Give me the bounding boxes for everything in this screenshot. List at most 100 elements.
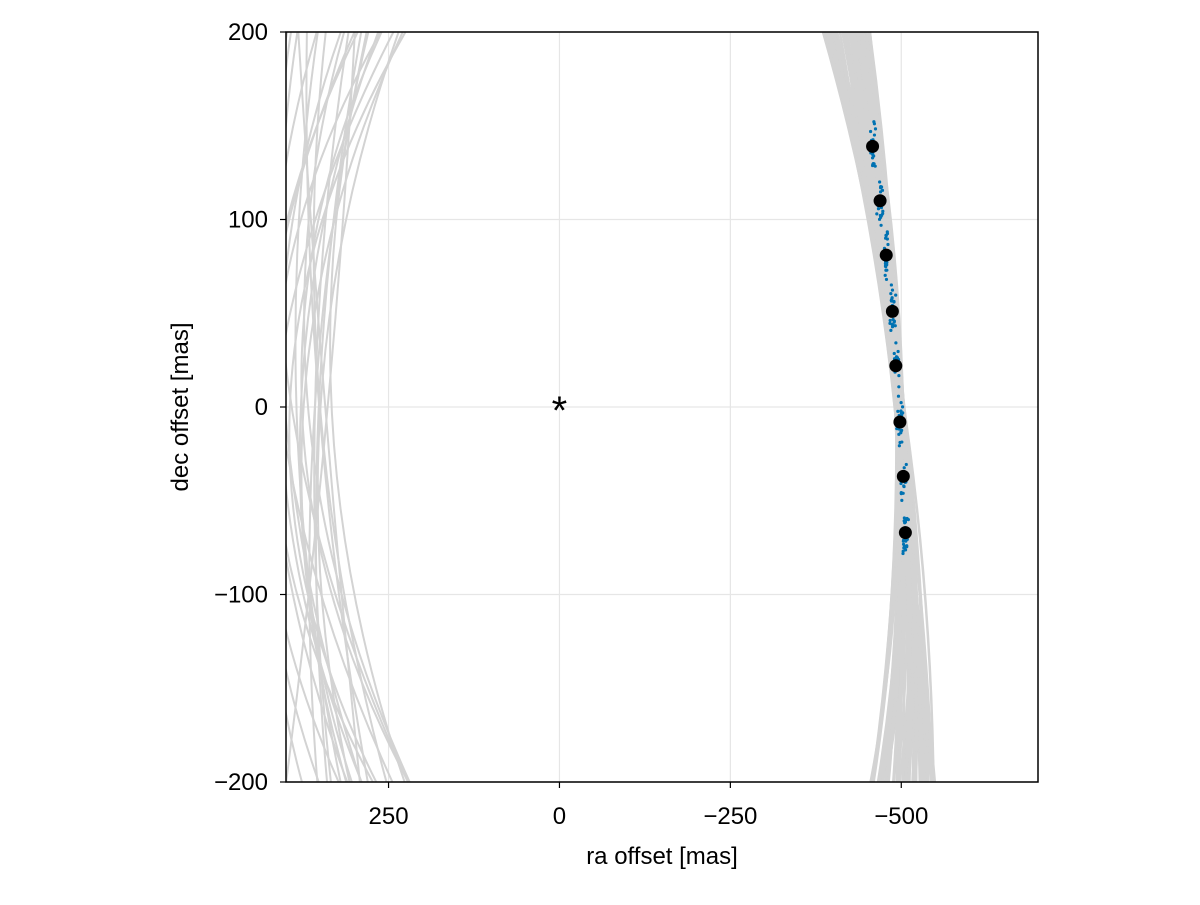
sample-point [899, 490, 903, 495]
sample-point [879, 223, 883, 227]
sample-point [878, 180, 882, 184]
sample-point [884, 277, 889, 282]
sample-point [901, 542, 906, 546]
x-tick-label: −500 [874, 803, 928, 830]
sample-point [904, 462, 908, 467]
sample-point [877, 217, 882, 221]
sample-point [891, 317, 895, 322]
sample-point [906, 518, 910, 522]
sample-point [903, 548, 908, 552]
sample-point [905, 544, 909, 548]
sample-point [892, 299, 896, 304]
sample-point [900, 405, 905, 409]
sample-point [890, 322, 894, 326]
orbit-track [286, 32, 382, 782]
sample-point [896, 394, 901, 398]
orbit-tracks [286, 32, 937, 782]
sample-point [871, 152, 875, 157]
y-axis-label: dec offset [mas] [167, 323, 194, 492]
observation-point [898, 526, 912, 540]
sample-point [873, 127, 878, 131]
sample-point [894, 356, 898, 360]
sample-point [872, 133, 877, 137]
sample-point [873, 164, 877, 168]
x-axis-label: ra offset [mas] [586, 843, 738, 870]
sample-point [899, 409, 903, 413]
sample-point [890, 296, 894, 300]
sample-point [897, 385, 901, 389]
sample-point [871, 162, 875, 166]
sample-point [900, 498, 904, 502]
x-tick-label: 0 [553, 803, 566, 830]
sample-point [889, 299, 894, 303]
x-tick-label: −250 [703, 803, 757, 830]
sample-point [900, 428, 904, 432]
observation-point [885, 304, 899, 318]
orbit-track [286, 32, 349, 782]
sample-point [902, 484, 906, 488]
y-tick-label: −200 [214, 769, 268, 796]
sample-point [899, 401, 903, 405]
orbit-track [286, 32, 409, 782]
sample-point [881, 209, 885, 213]
sample-point [896, 409, 900, 413]
sample-point [901, 551, 905, 556]
y-tick-label: −100 [214, 582, 268, 609]
sample-point [894, 293, 898, 297]
sample-point [896, 349, 900, 354]
sample-point [901, 538, 906, 542]
sample-point [889, 328, 893, 332]
observation-point [873, 194, 887, 208]
sample-point [870, 156, 875, 160]
sample-point [884, 260, 888, 265]
sample-point [886, 242, 890, 247]
y-tick-label: 0 [255, 394, 268, 421]
sample-point [883, 273, 887, 277]
sample-point [901, 549, 905, 553]
observation-point [866, 139, 880, 153]
observation-point [893, 415, 907, 429]
orbit-track [297, 32, 361, 782]
orbit-track [868, 32, 926, 782]
y-tick-label: 200 [228, 19, 268, 46]
orbit-track [286, 32, 394, 782]
sample-point [889, 283, 893, 287]
observation-point [879, 248, 893, 262]
observation-points [866, 139, 912, 540]
sample-point [878, 186, 883, 190]
observation-point [889, 359, 903, 373]
y-tick-label: 100 [228, 207, 268, 234]
observation-point [896, 469, 910, 483]
sample-point [872, 120, 876, 124]
orbit-track [300, 32, 410, 782]
orbit-track [288, 32, 407, 782]
star-symbol: * [552, 389, 568, 433]
sample-point [885, 237, 889, 241]
axis-ticks: 250 0 −250 −500 −200 −100 0 100 200 [214, 19, 928, 830]
sample-point [885, 230, 889, 234]
sample-point [903, 520, 908, 524]
x-tick-label: 250 [369, 803, 409, 830]
orbit-track [313, 32, 350, 782]
sample-point [897, 432, 901, 436]
orbit-track [286, 32, 395, 782]
sample-point [881, 211, 885, 216]
sample-point [902, 466, 906, 470]
sample-point [894, 341, 898, 345]
sample-point [868, 129, 873, 134]
sample-point [885, 268, 889, 272]
sample-point [892, 351, 896, 356]
sample-point [876, 207, 881, 211]
sample-point [875, 212, 879, 216]
sample-point [888, 318, 892, 323]
orbit-track [303, 32, 411, 782]
sample-point [898, 440, 902, 445]
star-marker: * [552, 389, 568, 433]
orbit-track [841, 32, 918, 782]
sample-point [899, 481, 903, 486]
sample-point [897, 374, 901, 378]
sample-point [893, 324, 897, 328]
sample-point [889, 292, 893, 296]
